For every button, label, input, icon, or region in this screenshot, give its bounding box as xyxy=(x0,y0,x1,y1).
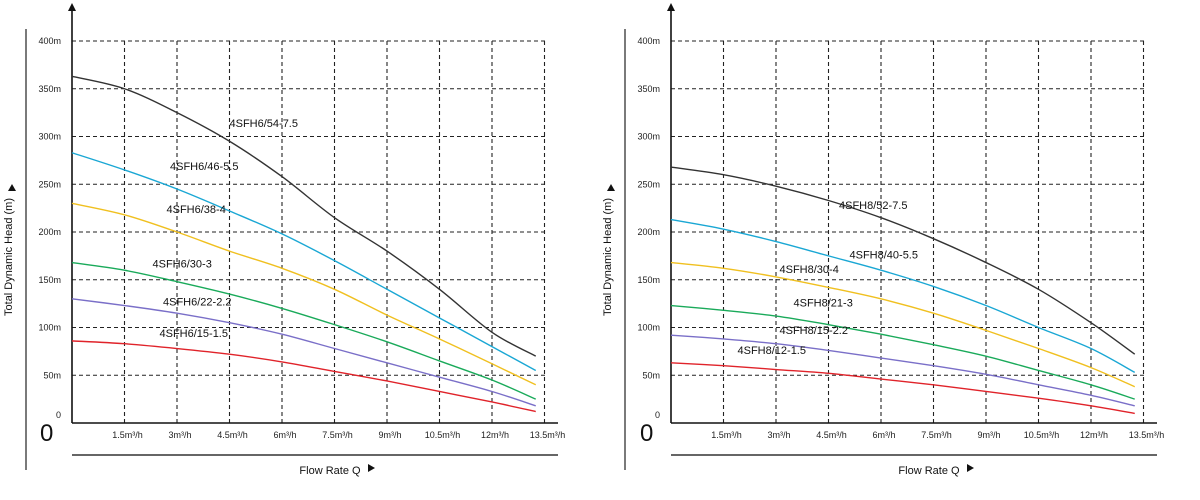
x-tick-label: 3m³/h xyxy=(168,430,191,440)
y-axis-title: Total Dynamic Head (m) xyxy=(3,198,15,316)
x-tick-label: 6m³/h xyxy=(872,430,895,440)
y-tick-label: 300m xyxy=(637,132,660,142)
y-tick-label: 0 xyxy=(655,410,660,420)
series-label: 4SFH8/52-7.5 xyxy=(839,200,907,212)
series-label: 4SFH6/15-1.5 xyxy=(160,328,228,340)
x-tick-label: 12m³/h xyxy=(481,430,509,440)
y-tick-label: 250m xyxy=(637,179,660,189)
series-label: 4SFH6/46-5.5 xyxy=(170,161,238,173)
origin-label: 0 xyxy=(40,420,53,447)
y-tick-label: 250m xyxy=(38,179,61,189)
y-tick-label: 350m xyxy=(637,84,660,94)
x-tick-label: 10.5m³/h xyxy=(425,430,461,440)
x-tick-label: 13.5m³/h xyxy=(1129,430,1165,440)
series-label: 4SFH8/40-5.5 xyxy=(850,250,918,262)
series-line-4sfh6-54-7-5 xyxy=(71,75,537,357)
series-line-4sfh8-21-3 xyxy=(670,304,1135,400)
series-label: 4SFH6/54-7.5 xyxy=(230,118,298,130)
y-tick-label: 400m xyxy=(38,36,61,46)
x-axis-title: Flow Rate Q xyxy=(299,465,361,477)
series-line-4sfh6-46-5-5 xyxy=(71,152,537,372)
series-line-4sfh6-38-4 xyxy=(71,202,537,386)
x-tick-label: 9m³/h xyxy=(378,430,401,440)
y-axis-arrow-icon xyxy=(68,3,76,11)
x-tick-label: 12m³/h xyxy=(1080,430,1108,440)
y-tick-label: 0 xyxy=(56,410,61,420)
x-tick-label: 4.5m³/h xyxy=(816,430,847,440)
x-tick-label: 6m³/h xyxy=(273,430,296,440)
y-tick-label: 100m xyxy=(38,323,61,333)
x-tick-label: 3m³/h xyxy=(767,430,790,440)
series-line-4sfh8-52-7-5 xyxy=(670,166,1136,355)
x-axis-title-arrow-icon xyxy=(368,464,375,472)
y-axis-title-arrow-icon xyxy=(607,184,615,191)
x-tick-label: 13.5m³/h xyxy=(530,430,566,440)
series-label: 4SFH8/21-3 xyxy=(794,297,853,309)
chart-panel-1: 0 50m 100m 150m 200m 250m 300m 350m 400m 1.5m³/h 3… xyxy=(3,3,565,477)
series-line-4sfh6-30-3 xyxy=(71,261,537,400)
series-label: 4SFH8/30-4 xyxy=(780,264,839,276)
y-axis-title-arrow-icon xyxy=(8,184,16,191)
y-tick-label: 400m xyxy=(637,36,660,46)
x-tick-label: 9m³/h xyxy=(977,430,1000,440)
y-axis-title: Total Dynamic Head (m) xyxy=(602,198,614,316)
y-tick-label: 200m xyxy=(38,227,61,237)
x-axis-title-arrow-icon xyxy=(967,464,974,472)
x-tick-label: 10.5m³/h xyxy=(1024,430,1060,440)
series-line-4sfh8-12-1-5 xyxy=(670,362,1135,415)
series-line-4sfh8-40-5-5 xyxy=(670,218,1136,373)
series-label: 4SFH8/15-2.2 xyxy=(780,325,848,337)
x-tick-label: 7.5m³/h xyxy=(921,430,952,440)
series-line-4sfh8-30-4 xyxy=(670,261,1136,388)
series-line-4sfh6-22-2-2 xyxy=(71,298,536,407)
series-label: 4SFH6/38-4 xyxy=(167,204,226,216)
series-line-4sfh6-15-1-5 xyxy=(71,340,536,413)
y-tick-label: 150m xyxy=(38,275,61,285)
x-tick-label: 4.5m³/h xyxy=(217,430,248,440)
series-line-4sfh8-15-2-2 xyxy=(670,334,1135,407)
y-axis-arrow-icon xyxy=(667,3,675,11)
x-tick-label: 1.5m³/h xyxy=(112,430,143,440)
x-tick-label: 7.5m³/h xyxy=(322,430,353,440)
y-tick-label: 300m xyxy=(38,132,61,142)
x-axis-title: Flow Rate Q xyxy=(898,465,960,477)
series-label: 4SFH6/22-2.2 xyxy=(163,297,231,309)
series-label: 4SFH8/12-1.5 xyxy=(738,345,806,357)
y-tick-label: 50m xyxy=(642,370,660,380)
series-label: 4SFH6/30-3 xyxy=(153,258,212,270)
y-tick-label: 200m xyxy=(637,227,660,237)
origin-label: 0 xyxy=(640,420,653,447)
y-tick-label: 100m xyxy=(637,323,660,333)
y-tick-label: 350m xyxy=(38,84,61,94)
x-tick-label: 1.5m³/h xyxy=(711,430,742,440)
chart-panel-2: 0 50m 100m 150m 200m 250m 300m 350m 400m 1.5m³/h 3… xyxy=(602,3,1164,477)
y-tick-label: 50m xyxy=(43,370,61,380)
y-tick-label: 150m xyxy=(637,275,660,285)
